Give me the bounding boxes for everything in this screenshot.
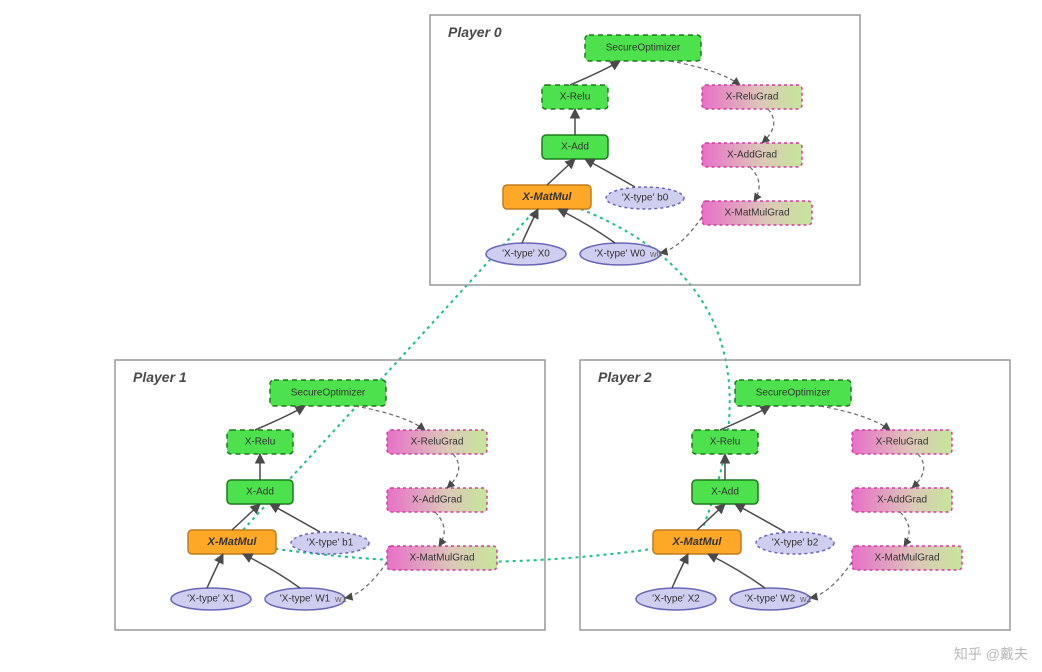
SecureOptimizer-label: SecureOptimizer xyxy=(756,388,831,399)
XMatMul-label: X-MatMul xyxy=(672,536,723,548)
W-label: 'X-type' W0 xyxy=(595,249,646,260)
XAddGrad-label: X-AddGrad xyxy=(877,495,927,506)
player-title: Player 0 xyxy=(448,24,502,40)
edge-XMatMul-XAdd xyxy=(697,504,725,530)
X-label: 'X-type' X0 xyxy=(502,249,550,260)
watermark: 知乎 @戴夫 xyxy=(954,644,1028,664)
edge-label: w2 xyxy=(799,594,812,604)
XMatMulGrad-label: X-MatMulGrad xyxy=(724,208,789,219)
XRelu-label: X-Relu xyxy=(710,437,741,448)
edge-XRelu-SecureOptimizer xyxy=(570,61,620,85)
edge-XAddGrad-XMatMulGrad xyxy=(750,167,759,201)
XReluGrad-label: X-ReluGrad xyxy=(726,92,779,103)
edge-label: w1 xyxy=(334,594,347,604)
diagram-canvas: Player 0 SecureOptimizer X-Relu X-Add X-MatM… xyxy=(0,0,1042,672)
player-2: Player 2 SecureOptimizer X-Relu X-Add X-MatM… xyxy=(580,360,1010,630)
edge-SecureOptimizer-XReluGrad xyxy=(820,406,890,430)
XMatMulGrad-label: X-MatMulGrad xyxy=(409,553,474,564)
XAdd-label: X-Add xyxy=(246,487,274,498)
edge-XMatMulGrad-W xyxy=(660,217,702,253)
edge-b-XAdd xyxy=(735,504,785,532)
edge-SecureOptimizer-XReluGrad xyxy=(355,406,425,430)
b-label: 'X-type' b0 xyxy=(622,193,669,204)
edge-b-XAdd xyxy=(585,159,635,187)
XAdd-label: X-Add xyxy=(711,487,739,498)
XReluGrad-label: X-ReluGrad xyxy=(876,437,929,448)
edge-XReluGrad-XAddGrad xyxy=(447,454,459,488)
SecureOptimizer-label: SecureOptimizer xyxy=(291,388,366,399)
player-1: Player 1 SecureOptimizer X-Relu X-Add X-MatM… xyxy=(115,360,545,630)
edge-X-XMatMul xyxy=(672,554,688,588)
W-label: 'X-type' W1 xyxy=(280,594,331,605)
edge-label: w0 xyxy=(649,249,662,259)
X-label: 'X-type' X2 xyxy=(652,594,700,605)
XMatMulGrad-label: X-MatMulGrad xyxy=(874,553,939,564)
XAddGrad-label: X-AddGrad xyxy=(727,150,777,161)
edge-XAddGrad-XMatMulGrad xyxy=(900,512,909,546)
X-label: 'X-type' X1 xyxy=(187,594,235,605)
XAdd-label: X-Add xyxy=(561,142,589,153)
player-0: Player 0 SecureOptimizer X-Relu X-Add X-MatM… xyxy=(430,15,860,285)
edge-XRelu-SecureOptimizer xyxy=(720,406,770,430)
b-label: 'X-type' b2 xyxy=(772,538,819,549)
edge-XReluGrad-XAddGrad xyxy=(912,454,924,488)
XMatMul-label: X-MatMul xyxy=(522,191,573,203)
XMatMul-label: X-MatMul xyxy=(207,536,258,548)
SecureOptimizer-label: SecureOptimizer xyxy=(606,43,681,54)
edge-XRelu-SecureOptimizer xyxy=(255,406,305,430)
edge-XMatMulGrad-W xyxy=(345,562,387,598)
edge-X-XMatMul xyxy=(522,209,538,243)
edge-XReluGrad-XAddGrad xyxy=(762,109,774,143)
player-title: Player 2 xyxy=(598,369,652,385)
edge-b-XAdd xyxy=(270,504,320,532)
edge-XMatMul-XAdd xyxy=(232,504,260,530)
edge-XAddGrad-XMatMulGrad xyxy=(435,512,444,546)
b-label: 'X-type' b1 xyxy=(307,538,354,549)
XAddGrad-label: X-AddGrad xyxy=(412,495,462,506)
XRelu-label: X-Relu xyxy=(560,92,591,103)
edge-XMatMul-XAdd xyxy=(547,159,575,185)
edge-W-XMatMul xyxy=(243,554,300,588)
W-label: 'X-type' W2 xyxy=(745,594,796,605)
edge-W-XMatMul xyxy=(708,554,765,588)
XRelu-label: X-Relu xyxy=(245,437,276,448)
player-title: Player 1 xyxy=(133,369,187,385)
XReluGrad-label: X-ReluGrad xyxy=(411,437,464,448)
edge-W-XMatMul xyxy=(558,209,615,243)
edge-SecureOptimizer-XReluGrad xyxy=(670,61,740,85)
edge-XMatMulGrad-W xyxy=(810,562,852,598)
edge-X-XMatMul xyxy=(207,554,223,588)
